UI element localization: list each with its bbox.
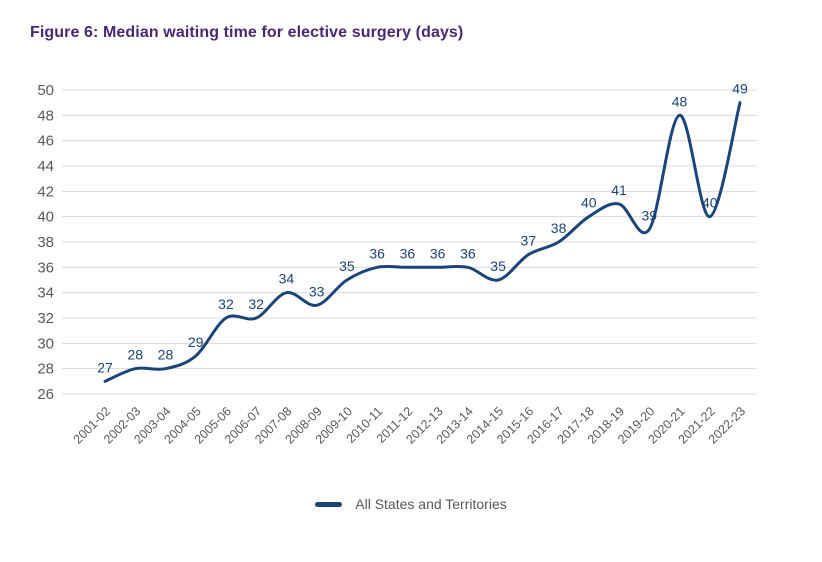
data-point-label: 49	[732, 81, 748, 97]
data-point-label: 29	[188, 334, 204, 350]
line-chart: 26 28 30 32 34 36 38 40 42 44 46 48 50 2001-02 2002-03…	[0, 70, 822, 480]
y-axis-tick-label: 34	[37, 285, 54, 302]
data-point-label: 38	[551, 220, 567, 236]
y-axis-tick-label: 46	[37, 133, 54, 150]
data-point-label: 36	[430, 245, 446, 261]
data-point-label: 27	[97, 359, 113, 375]
y-axis-tick-label: 40	[37, 209, 54, 226]
y-axis-tick-label: 26	[37, 386, 54, 403]
data-point-label: 35	[490, 258, 506, 274]
y-axis-tick-label: 30	[37, 335, 54, 352]
data-point-label: 36	[460, 245, 476, 261]
y-axis-tick-label: 44	[37, 158, 54, 175]
figure-title: Figure 6: Median waiting time for electi…	[30, 24, 464, 41]
data-point-label: 28	[158, 347, 174, 363]
data-point-label: 48	[672, 93, 688, 109]
data-point-label: 39	[641, 207, 657, 223]
data-point-label: 28	[127, 347, 143, 363]
data-point-label: 32	[218, 296, 234, 312]
data-point-label: 36	[400, 245, 416, 261]
data-point-label: 36	[369, 245, 385, 261]
legend-line-swatch	[315, 501, 343, 507]
data-point-label: 41	[611, 182, 627, 198]
data-point-label: 32	[248, 296, 264, 312]
chart-legend: All States and Territories	[0, 496, 822, 512]
data-point-label: 37	[521, 233, 537, 249]
y-axis-tick-label: 36	[37, 259, 54, 276]
data-point-label: 40	[702, 195, 718, 211]
data-point-label: 40	[581, 195, 597, 211]
legend-label: All States and Territories	[355, 496, 507, 512]
series-line-all-states	[103, 101, 742, 383]
y-axis-tick-label: 38	[37, 234, 54, 251]
y-axis-tick-label: 28	[37, 361, 54, 378]
y-axis-tick-label: 32	[37, 310, 54, 327]
data-point-label: 34	[279, 271, 295, 287]
y-axis-tick-label: 42	[37, 183, 54, 200]
data-point-label: 35	[339, 258, 355, 274]
data-point-label: 33	[309, 283, 325, 299]
y-axis-tick-label: 50	[37, 82, 54, 99]
y-axis-tick-label: 48	[37, 107, 54, 124]
